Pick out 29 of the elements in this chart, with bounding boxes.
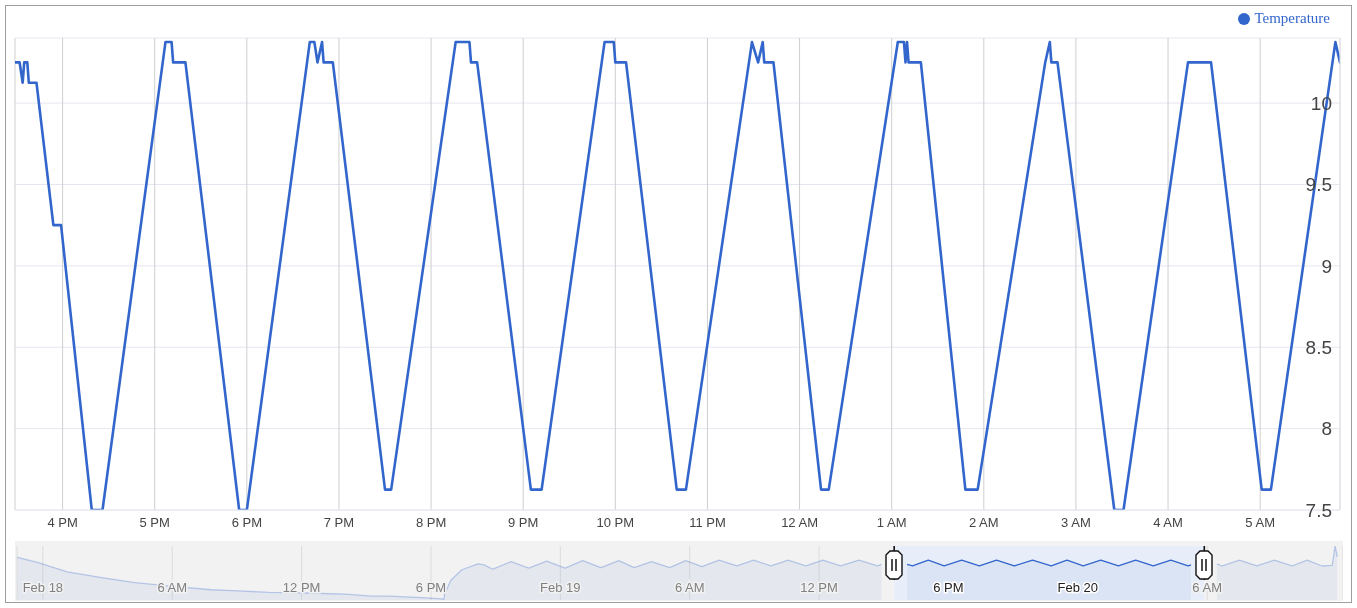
- y-tick-label: 8: [1321, 418, 1332, 440]
- x-tick-label: 6 AM: [157, 579, 188, 595]
- x-tick-label: 8 PM: [415, 515, 447, 531]
- x-tick-label: 2 AM: [968, 515, 999, 531]
- x-tick-label: 9 PM: [508, 515, 539, 531]
- y-tick-label: 7.5: [1305, 499, 1332, 521]
- x-tick-label: 6 AM: [1192, 579, 1222, 595]
- x-tick-label: Feb 18: [22, 579, 64, 595]
- legend-label: Temperature: [1254, 10, 1330, 27]
- x-tick-label: 12 AM: [781, 515, 818, 531]
- y-tick-label: 8.5: [1305, 336, 1332, 358]
- x-tick-label: 4 AM: [1153, 515, 1183, 531]
- x-tick-label: 5 AM: [1245, 515, 1275, 531]
- x-tick-label: 6 PM: [415, 579, 447, 595]
- x-tick-label: 3 AM: [1061, 515, 1091, 531]
- x-tick-label: 12 PM: [282, 579, 321, 595]
- x-tick-label: 12 PM: [800, 579, 838, 595]
- y-tick-label: 9: [1321, 255, 1332, 277]
- x-tick-label: 10 PM: [596, 515, 635, 531]
- x-tick-label: 6 PM: [933, 579, 964, 595]
- x-tick-label: 7 PM: [323, 515, 355, 531]
- x-tick-label: 6 PM: [231, 515, 263, 531]
- x-tick-label: 5 PM: [139, 515, 170, 531]
- x-tick-label: Feb 19: [540, 579, 581, 595]
- x-tick-label: 11 PM: [689, 515, 726, 531]
- x-tick-label: 6 AM: [674, 579, 705, 595]
- x-tick-label: 1 AM: [876, 515, 907, 531]
- x-tick-label: 4 PM: [47, 515, 78, 531]
- x-tick-label: Feb 20: [1057, 579, 1099, 595]
